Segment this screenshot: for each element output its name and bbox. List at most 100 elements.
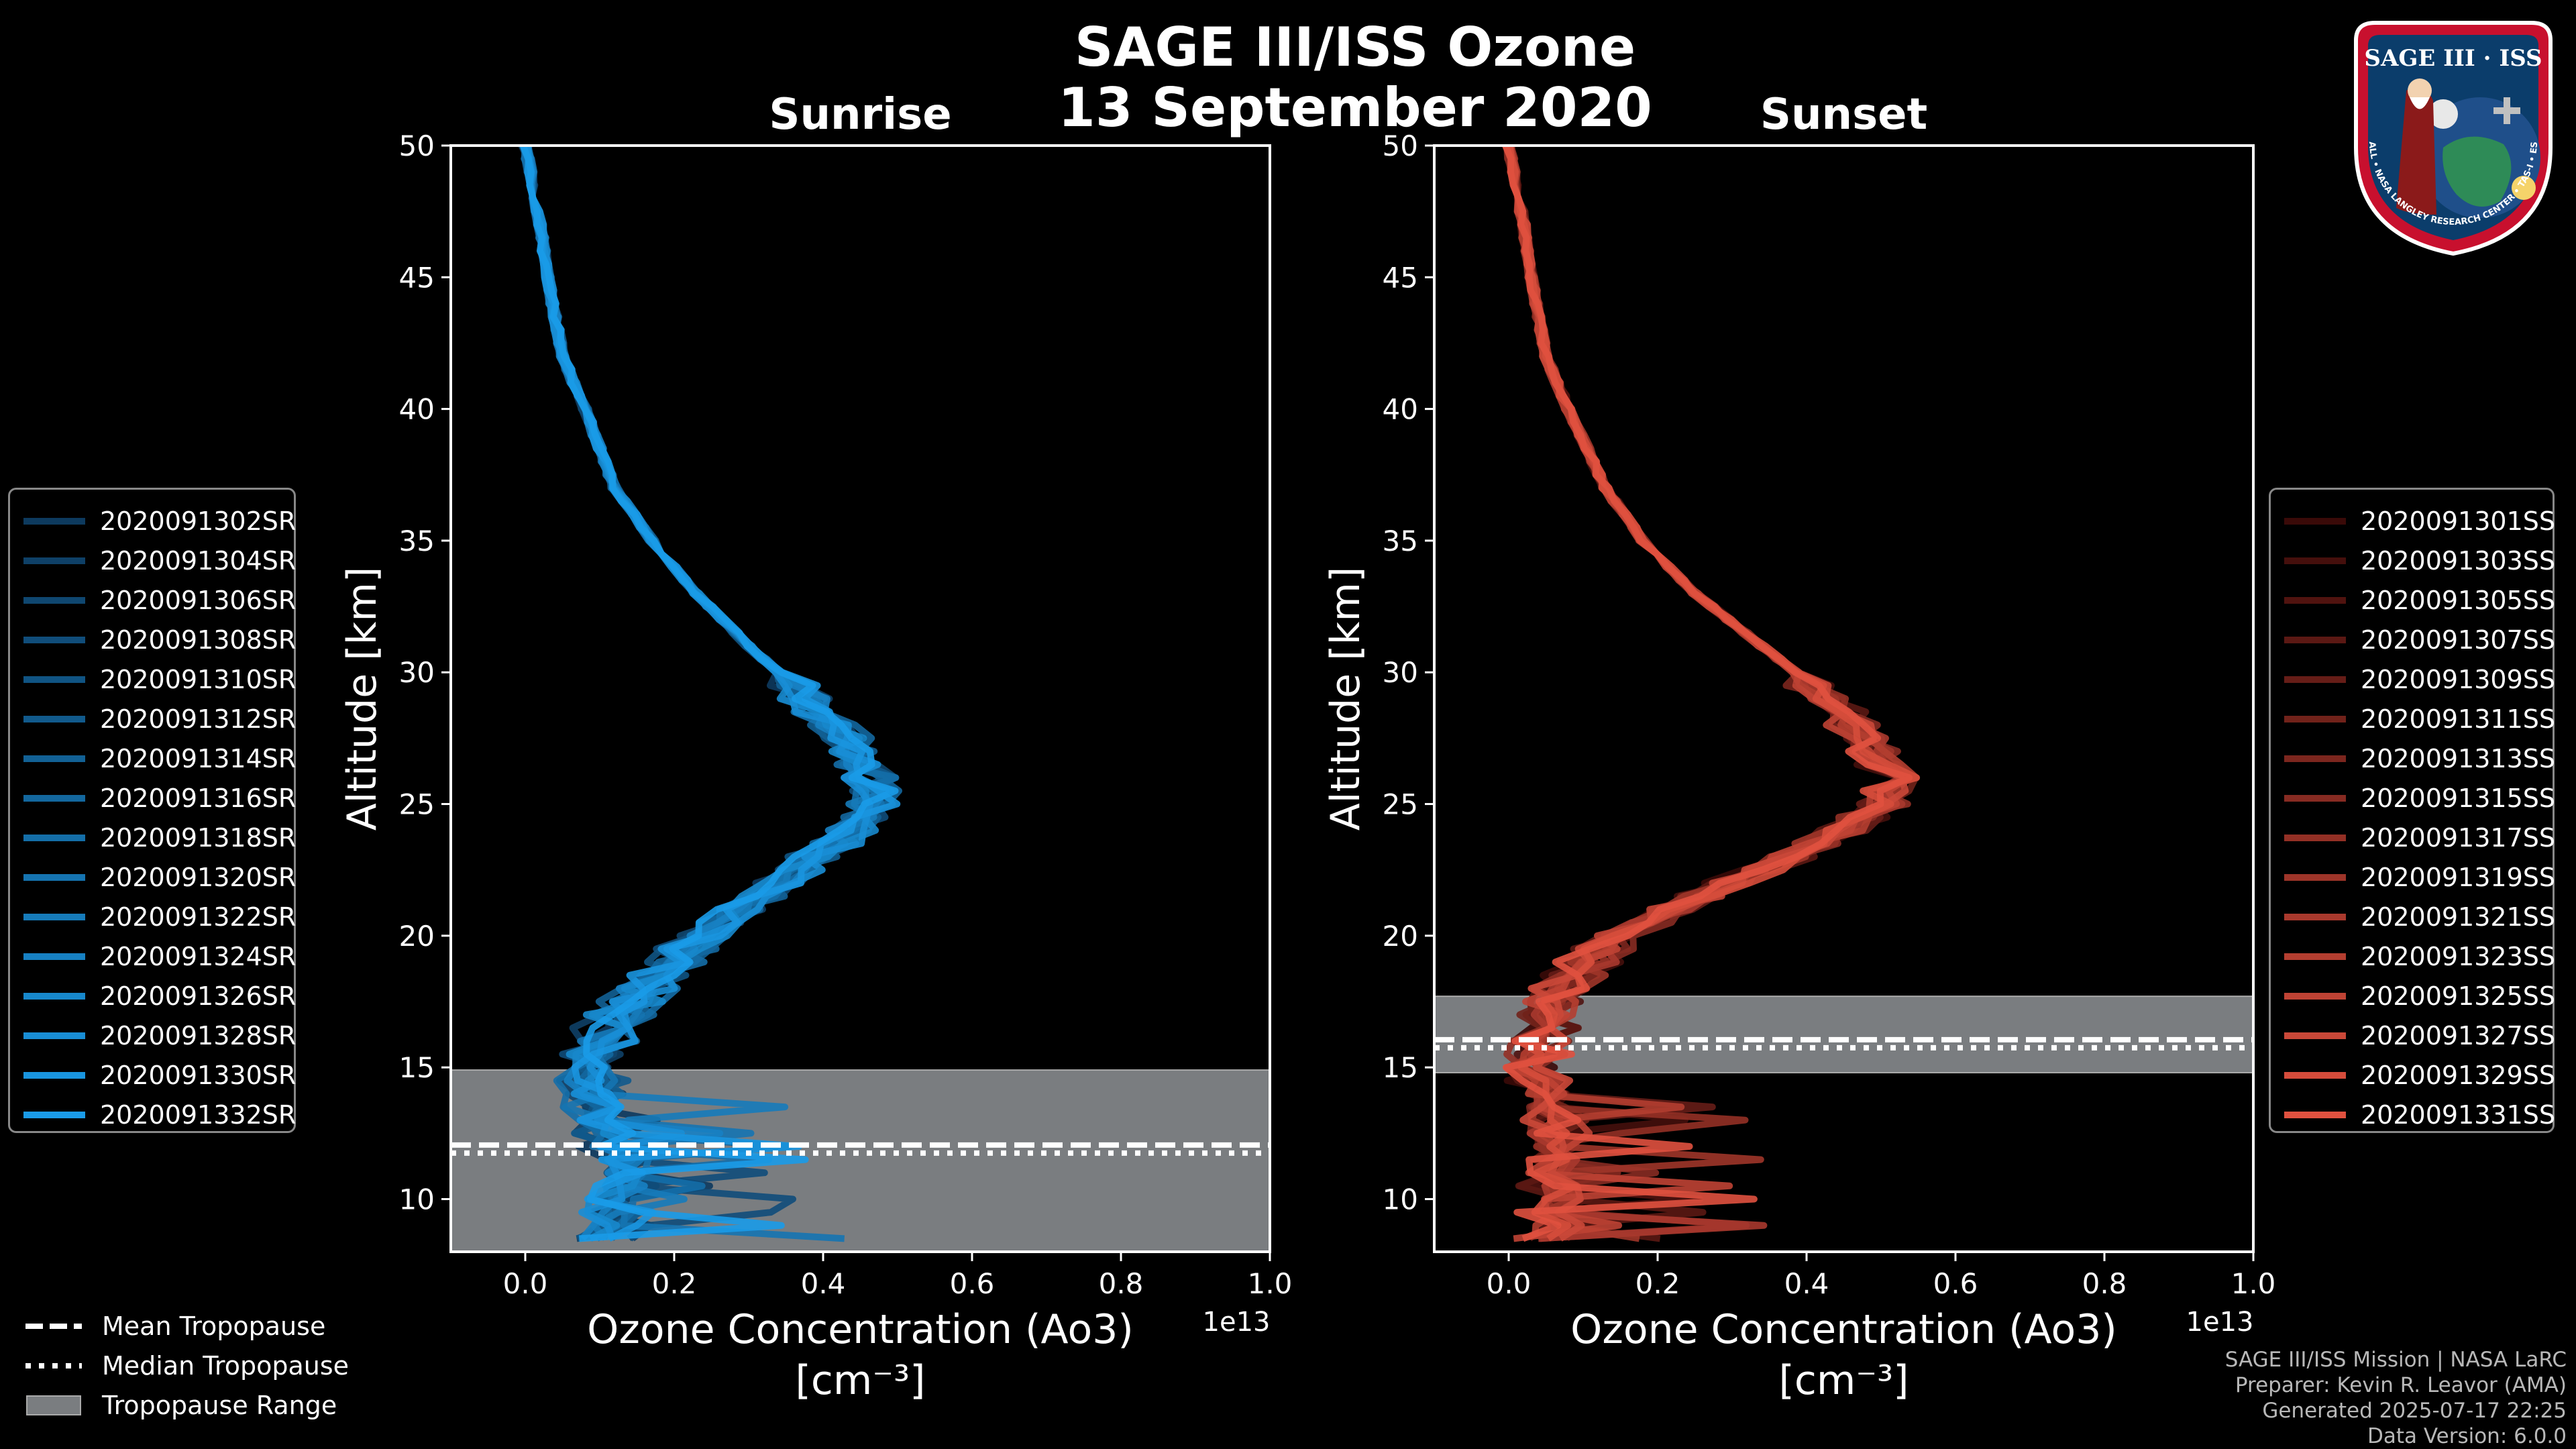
legend-label: 2020091317SS [2361, 822, 2556, 853]
legend-label: 2020091315SS [2361, 783, 2556, 813]
profile-line-2020091311SS [1503, 146, 1919, 1241]
x-scale-label: 1e13 [1203, 1307, 1271, 1338]
x-axis-label: Ozone Concentration (Ao3) [1570, 1306, 2117, 1353]
legend-label: 2020091306SR [100, 585, 297, 615]
tropopause-legend-item: Mean Tropopause [25, 1311, 325, 1341]
legend-label: 2020091311SS [2361, 704, 2556, 734]
legend-item: 2020091331SS [2271, 1095, 2555, 1134]
y-axis-label: Altitude [km] [339, 567, 386, 831]
legend-item: 2020091308SR [10, 620, 296, 659]
sunset-legend: 2020091301SS 2020091303SS 2020091305SS 2020… [2269, 488, 2555, 1133]
legend-item: 2020091313SS [2271, 739, 2555, 778]
x-tick-label: 0.4 [801, 1267, 846, 1300]
x-axis-label: Ozone Concentration (Ao3) [587, 1306, 1134, 1353]
x-axis-unit: [cm⁻³] [1779, 1357, 1909, 1404]
legend-item: 2020091301SS [2271, 501, 2555, 541]
legend-label: 2020091308SR [100, 625, 297, 655]
y-tick-label: 40 [399, 393, 435, 426]
profile-line-2020091309SS [1505, 146, 1904, 1242]
legend-swatch [23, 913, 85, 920]
legend-swatch [2284, 794, 2346, 802]
plot-sunset: 10 15 20 25 30 35 40 45 50 0.0 0.2 0.4 0.6 0.8 1.0 1e13… [1322, 90, 2275, 1404]
x-tick-label: 0.6 [950, 1267, 995, 1300]
credit-line: Generated 2025-07-17 22:25 [2262, 1399, 2567, 1423]
tropopause-legend-label: Median Tropopause [102, 1351, 349, 1381]
axes-frame [449, 144, 1271, 1253]
legend-label: 2020091319SS [2361, 862, 2556, 892]
legend-item: 2020091330SR [10, 1055, 296, 1095]
legend-item: 2020091306SR [10, 580, 296, 620]
y-tick-label: 10 [399, 1183, 435, 1216]
legend-swatch [2284, 636, 2346, 643]
legend-item: 2020091302SR [10, 501, 296, 541]
legend-item: 2020091323SS [2271, 936, 2555, 976]
legend-label: 2020091313SS [2361, 743, 2556, 773]
legend-item: 2020091303SS [2271, 541, 2555, 580]
x-scale-label: 1e13 [2186, 1307, 2254, 1338]
x-tick-label: 0.8 [1099, 1267, 1144, 1300]
legend-item: 2020091332SR [10, 1095, 296, 1134]
legend-swatch [2284, 755, 2346, 762]
legend-swatch [2284, 596, 2346, 604]
profile-line-2020091313SS [1504, 146, 1912, 1240]
legend-label: 2020091329SS [2361, 1060, 2556, 1090]
legend-item: 2020091319SS [2271, 857, 2555, 897]
y-tick-label: 25 [1383, 788, 1418, 821]
legend-swatch [2284, 873, 2346, 881]
profile-line-2020091327SS [1503, 146, 1909, 1242]
legend-label: 2020091326SR [100, 981, 297, 1011]
legend-swatch [2284, 676, 2346, 683]
legend-swatch [23, 715, 85, 722]
legend-swatch [2284, 834, 2346, 841]
legend-swatch [23, 794, 85, 802]
legend-swatch [23, 873, 85, 881]
tropopause-legend-item: Tropopause Range [25, 1391, 337, 1420]
credits: SAGE III/ISS Mission | NASA LaRC Prepare… [2225, 1347, 2567, 1449]
y-tick-label: 45 [399, 261, 435, 294]
legend-item: 2020091314SR [10, 739, 296, 778]
legend-label: 2020091325SS [2361, 981, 2556, 1011]
legend-item: 2020091305SS [2271, 580, 2555, 620]
legend-swatch [2284, 1111, 2346, 1118]
figure-title-line1: SAGE III/ISS Ozone [1074, 16, 1636, 78]
legend-label: 2020091305SS [2361, 585, 2556, 615]
legend-swatch [23, 834, 85, 841]
legend-swatch [23, 557, 85, 564]
credit-line: Data Version: 6.0.0 [2367, 1424, 2567, 1448]
legend-item: 2020091309SS [2271, 659, 2555, 699]
legend-label: 2020091301SS [2361, 506, 2556, 536]
legend-swatch [23, 676, 85, 683]
profile-line-2020091317SS [1503, 146, 1920, 1242]
legend-item: 2020091324SR [10, 936, 296, 976]
y-axis-label: Altitude [km] [1322, 567, 1369, 831]
legend-swatch [2284, 913, 2346, 920]
x-tick-label: 0.8 [2082, 1267, 2127, 1300]
legend-label: 2020091304SR [100, 545, 297, 576]
sage-mission-badge: SAGE III · ISS BALL • NASA LANGLEY RESEA… [2343, 13, 2553, 256]
profile-line-2020091328SR [520, 146, 881, 1240]
legend-label: 2020091328SR [100, 1020, 297, 1051]
legend-label: 2020091312SR [100, 704, 297, 734]
y-tick-label: 50 [1383, 129, 1418, 162]
legend-item: 2020091329SS [2271, 1055, 2555, 1095]
legend-label: 2020091316SR [100, 783, 297, 813]
legend-item: 2020091328SR [10, 1016, 296, 1055]
legend-label: 2020091307SS [2361, 625, 2556, 655]
legend-item: 2020091327SS [2271, 1016, 2555, 1055]
legend-label: 2020091310SR [100, 664, 297, 694]
x-tick-label: 0.4 [1784, 1267, 1829, 1300]
tropopause-legend-item: Median Tropopause [25, 1351, 349, 1381]
plot-sunrise: 10 15 20 25 30 35 40 45 50 0.0 0.2 0.4 0.6 0.8 1.0 1e13… [339, 90, 1292, 1404]
legend-label: 2020091321SS [2361, 902, 2556, 932]
legend-swatch [23, 953, 85, 960]
legend-item: 2020091318SR [10, 818, 296, 857]
y-tick-label: 30 [399, 656, 435, 689]
x-tick-label: 1.0 [2231, 1267, 2276, 1300]
x-tick-label: 0.2 [1635, 1267, 1680, 1300]
legend-label: 2020091320SR [100, 862, 297, 892]
legend-item: 2020091307SS [2271, 620, 2555, 659]
y-tick-label: 35 [1383, 525, 1418, 557]
legend-label: 2020091302SR [100, 506, 297, 536]
y-tick-label: 25 [399, 788, 435, 821]
